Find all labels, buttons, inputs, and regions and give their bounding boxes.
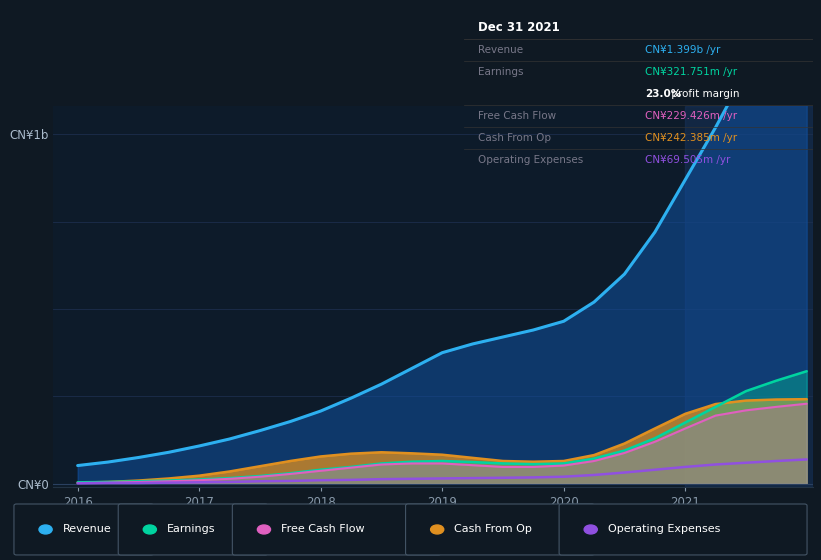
Text: CN¥229.426m /yr: CN¥229.426m /yr [645,111,737,121]
Text: CN¥1.399b /yr: CN¥1.399b /yr [645,45,721,55]
Text: Earnings: Earnings [478,67,523,77]
Text: CN¥321.751m /yr: CN¥321.751m /yr [645,67,737,77]
Text: CN¥69.505m /yr: CN¥69.505m /yr [645,155,731,165]
Text: profit margin: profit margin [668,89,740,99]
Text: Free Cash Flow: Free Cash Flow [281,525,365,534]
Text: Earnings: Earnings [167,525,216,534]
Text: Dec 31 2021: Dec 31 2021 [478,21,560,34]
Text: Operating Expenses: Operating Expenses [608,525,720,534]
Bar [686,106,813,487]
Text: Cash From Op: Cash From Op [455,525,532,534]
Text: Cash From Op: Cash From Op [478,133,551,143]
Text: Operating Expenses: Operating Expenses [478,155,583,165]
Text: 23.0%: 23.0% [645,89,681,99]
Text: Free Cash Flow: Free Cash Flow [478,111,556,121]
Text: Revenue: Revenue [478,45,523,55]
Text: CN¥242.385m /yr: CN¥242.385m /yr [645,133,737,143]
Text: Revenue: Revenue [62,525,112,534]
